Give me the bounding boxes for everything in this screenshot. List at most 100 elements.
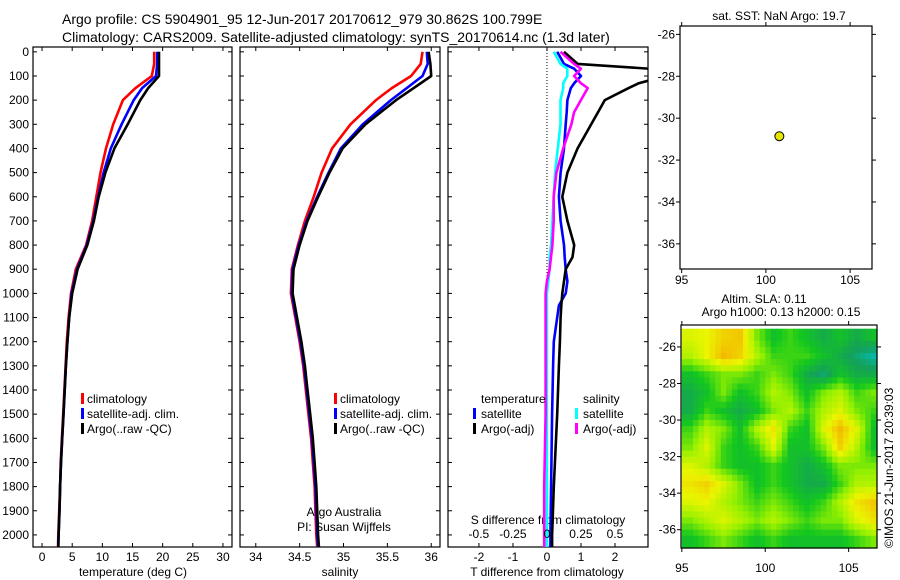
- heatmap-cell: [793, 426, 800, 433]
- heatmap-cell: [837, 353, 844, 360]
- heatmap-cell: [848, 450, 855, 458]
- heatmap-cell: [681, 444, 688, 452]
- legend-swatch: [81, 393, 84, 404]
- heatmap-cell: [754, 487, 761, 494]
- heatmap-cell: [787, 450, 794, 458]
- heatmap-cell: [804, 535, 811, 543]
- heatmap-cell: [765, 474, 772, 482]
- y-tick-label: 1900: [2, 504, 29, 518]
- heatmap-cell: [681, 334, 688, 342]
- heatmap-cell: [832, 505, 839, 512]
- heatmap-cell: [837, 383, 844, 391]
- heatmap-cell: [754, 493, 761, 500]
- heatmap-cell: [715, 529, 722, 537]
- heatmap-cell: [837, 511, 844, 519]
- heatmap-cell: [765, 505, 772, 512]
- heatmap-cell: [826, 523, 833, 531]
- heatmap-cell: [765, 353, 772, 360]
- heatmap-cell: [731, 377, 739, 385]
- heatmap-cell: [731, 462, 739, 470]
- heatmap-cell: [748, 383, 755, 391]
- heatmap-cell: [798, 474, 805, 482]
- heatmap-cell: [681, 462, 688, 470]
- heatmap-cell: [681, 328, 688, 336]
- heatmap-cell: [809, 535, 816, 543]
- heatmap-cell: [820, 377, 827, 385]
- x-tick-label: 30: [216, 550, 230, 564]
- heatmap-cell: [770, 328, 777, 336]
- heatmap-cell: [781, 462, 789, 470]
- heatmap-cell: [859, 426, 866, 433]
- heatmap-cell: [765, 529, 772, 537]
- heatmap-cell: [820, 487, 827, 494]
- series-line-argo-raw-qc-: [291, 51, 433, 547]
- heatmap-cell: [754, 499, 761, 506]
- heatmap-cell: [798, 450, 805, 458]
- heatmap-cell: [793, 340, 800, 348]
- heatmap-cell: [759, 438, 766, 445]
- legend-swatch: [473, 423, 476, 434]
- heatmap-cell: [793, 383, 800, 391]
- heatmap-cell: [687, 529, 694, 537]
- heatmap-cell: [731, 505, 739, 512]
- heatmap-cell: [715, 328, 722, 336]
- heatmap-cell: [820, 426, 827, 433]
- heatmap-cell: [843, 328, 850, 336]
- heatmap-cell: [776, 432, 783, 439]
- heatmap-cell: [754, 407, 761, 415]
- heatmap-cell: [726, 389, 733, 397]
- heatmap-cell: [832, 346, 839, 354]
- heatmap-cell: [787, 395, 794, 403]
- heatmap-cell: [848, 414, 855, 421]
- heatmap-cell: [748, 505, 755, 512]
- heatmap-cell: [709, 511, 716, 519]
- heatmap-cell: [781, 377, 789, 385]
- heatmap-cell: [837, 481, 844, 488]
- heatmap-cell: [854, 517, 861, 525]
- heatmap-cell: [826, 395, 833, 403]
- heatmap-cell: [854, 346, 861, 354]
- heatmap-cell: [843, 535, 850, 543]
- heatmap-cell: [793, 371, 800, 378]
- heatmap-cell: [848, 456, 855, 464]
- heatmap-cell: [804, 529, 811, 537]
- heatmap-cell: [715, 511, 722, 519]
- heatmap-cell: [748, 444, 755, 452]
- heatmap-cell: [815, 456, 822, 464]
- heatmap-cell: [776, 359, 783, 366]
- heatmap-cell: [698, 365, 705, 372]
- heatmap-cell: [848, 462, 855, 470]
- heatmap-cell: [770, 340, 777, 348]
- heatmap-cell: [737, 474, 744, 482]
- heatmap-cell: [832, 499, 839, 506]
- heatmap-cell: [809, 487, 816, 494]
- heatmap-cell: [815, 353, 822, 360]
- heatmap-cell: [748, 517, 755, 525]
- heatmap-cell: [731, 414, 739, 421]
- heatmap-cell: [793, 456, 800, 464]
- heatmap-cell: [865, 377, 872, 385]
- x-tick-label: 20: [156, 550, 170, 564]
- heatmap-cell: [859, 517, 866, 525]
- heatmap-cell: [793, 487, 800, 494]
- heatmap-cell: [726, 505, 733, 512]
- heatmap-cell: [781, 493, 789, 500]
- heatmap-cell: [815, 389, 822, 397]
- legend-label: Argo(-adj): [583, 422, 636, 436]
- heatmap-cell: [804, 450, 811, 458]
- heatmap-cell: [787, 340, 794, 348]
- heatmap-cell: [748, 389, 755, 397]
- x-tick-label: 34: [249, 550, 263, 564]
- heatmap-cell: [709, 468, 716, 476]
- series-line-satellite-adj-clim-: [290, 51, 430, 547]
- heatmap-cell: [715, 353, 722, 360]
- heatmap-cell: [681, 505, 688, 512]
- heatmap-cell: [815, 401, 822, 409]
- heatmap-cell: [854, 340, 861, 348]
- heatmap-cell: [743, 383, 750, 391]
- heatmap-cell: [743, 474, 750, 482]
- heatmap-cell: [754, 474, 761, 482]
- heatmap-cell: [698, 517, 705, 525]
- heatmap-cell: [781, 511, 789, 519]
- heatmap-cell: [704, 444, 711, 452]
